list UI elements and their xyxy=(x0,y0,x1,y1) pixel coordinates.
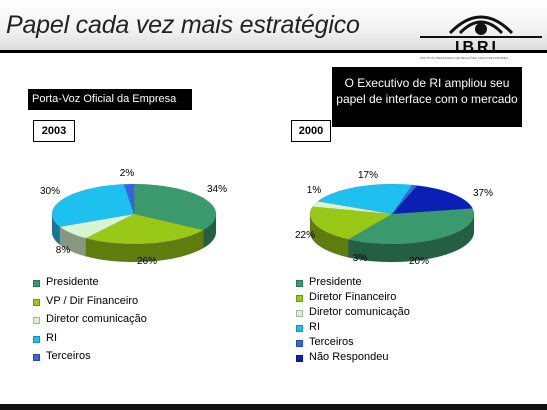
pie-2000 xyxy=(309,183,475,263)
legend-label: RI xyxy=(309,321,320,333)
bottom-rule xyxy=(0,404,547,410)
pie-slice-6 xyxy=(391,185,473,215)
legend-swatch xyxy=(33,335,40,343)
legend-label: Presidente xyxy=(46,276,99,288)
legend-swatch xyxy=(33,317,40,324)
title-band xyxy=(0,0,547,50)
pie-label-6: 17% xyxy=(358,170,378,181)
slide-title: Papel cada vez mais estratégico xyxy=(6,11,360,39)
pie-2003 xyxy=(51,183,217,263)
pie-label-1: 37% xyxy=(473,188,493,199)
legend-swatch xyxy=(296,325,303,332)
pie-label-5: 2% xyxy=(120,168,135,179)
pie-slice-4 xyxy=(317,183,413,215)
pie-slice-1 xyxy=(133,183,217,231)
legend-label: Diretor comunicação xyxy=(309,306,410,318)
spokesman-label: Porta-Voz Oficial da Empresa xyxy=(28,89,192,110)
pie-slice-2 xyxy=(85,213,204,245)
legend-label: Terceiros xyxy=(46,350,91,362)
legend-label: RI xyxy=(46,331,57,344)
pie-slice-3 xyxy=(59,213,135,239)
legend-swatch xyxy=(296,355,303,362)
legend-swatch xyxy=(33,280,40,287)
note-box: O Executivo de RI ampliou seu papel de i… xyxy=(332,67,522,127)
pie-slice-5 xyxy=(391,184,418,215)
pie-label-3: 8% xyxy=(56,245,71,256)
logo-subtitle: INSTITUTO BRASILEIRO DE RELAÇÕES COM INV… xyxy=(420,56,508,60)
legend-swatch xyxy=(296,295,303,302)
pie-label-3: 3% xyxy=(353,253,368,264)
year-2003-box: 2003 xyxy=(33,120,75,142)
legend-label: VP / Dir Financeiro xyxy=(46,294,139,307)
pie-slice-5 xyxy=(123,183,135,215)
legend-swatch xyxy=(33,354,40,361)
pie-label-4: 22% xyxy=(295,230,315,241)
logo-text: IBRI xyxy=(455,39,499,56)
pie-slice-3 xyxy=(312,201,393,215)
legend-swatch xyxy=(33,298,40,306)
pie-label-1: 34% xyxy=(207,184,227,195)
legend-label: Presidente xyxy=(309,276,362,288)
title-rule xyxy=(0,50,547,53)
pie-slice-4 xyxy=(51,183,135,228)
pie-label-2: 20% xyxy=(409,256,429,267)
legend-swatch xyxy=(296,310,303,317)
year-2000-box: 2000 xyxy=(291,120,331,142)
legend-label: Terceiros xyxy=(309,336,354,348)
legend-swatch xyxy=(296,280,303,287)
legend-label: Não Respondeu xyxy=(309,351,389,363)
pie-slice-2 xyxy=(309,206,393,240)
ibri-eye-logo-icon xyxy=(420,15,542,38)
legend-label: Diretor Financeiro xyxy=(309,291,397,303)
pie-label-4: 30% xyxy=(40,186,60,197)
pie-label-5: 1% xyxy=(307,185,322,196)
pie-label-2: 26% xyxy=(137,256,157,267)
legend-label: Diretor comunicação xyxy=(46,313,147,325)
legend-swatch xyxy=(296,340,303,347)
pie-slice-1 xyxy=(347,208,475,245)
